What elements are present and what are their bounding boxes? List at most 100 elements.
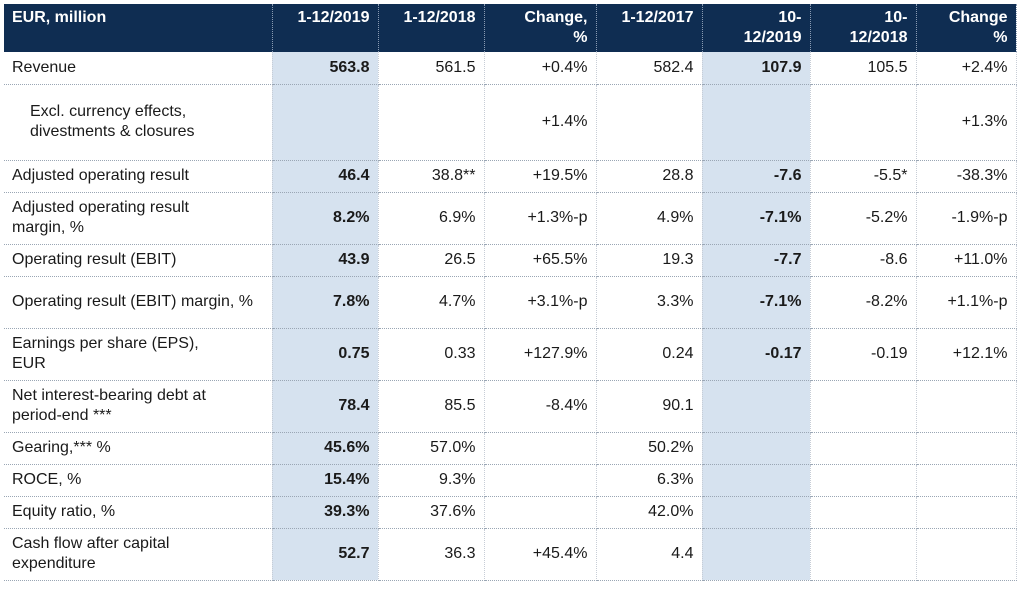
table-cell: -7.6 bbox=[702, 160, 811, 193]
table-cell bbox=[916, 380, 1017, 433]
column-header: Change% bbox=[916, 4, 1017, 52]
row-label: Earnings per share (EPS), EUR bbox=[4, 328, 273, 381]
table-cell: 28.8 bbox=[596, 160, 703, 193]
table-cell: 6.3% bbox=[596, 464, 703, 497]
table-cell: -5.5* bbox=[810, 160, 917, 193]
financial-summary-table: EUR, million 1-12/2019 1-12/2018 Change,% 1-… bbox=[4, 4, 1017, 581]
column-header-text: Change bbox=[948, 9, 1008, 26]
table-cell bbox=[702, 464, 811, 497]
table-cell: 561.5 bbox=[378, 52, 485, 85]
table-cell: 37.6% bbox=[378, 496, 485, 529]
column-header: 10- 12/2018 bbox=[810, 4, 917, 52]
table-cell: -7.7 bbox=[702, 244, 811, 277]
table-cell: -8.4% bbox=[484, 380, 597, 433]
table-cell: +3.1%-p bbox=[484, 276, 597, 329]
table-cell: 38.8** bbox=[378, 160, 485, 193]
table-cell: -0.19 bbox=[810, 328, 917, 381]
column-header-text: 1-12/2018 bbox=[403, 9, 476, 26]
row-label: Operating result (EBIT) bbox=[4, 244, 273, 277]
table-row: Adjusted operating result margin, % 8.2% 6… bbox=[4, 192, 1017, 245]
table-cell bbox=[916, 528, 1017, 581]
row-label: Gearing,*** % bbox=[4, 432, 273, 465]
table-cell: 78.4 bbox=[272, 380, 379, 433]
table-cell bbox=[810, 528, 917, 581]
table-row: ROCE, % 15.4% 9.3% 6.3% bbox=[4, 464, 1017, 497]
row-label: Excl. currency effects, divestments & cl… bbox=[4, 84, 273, 161]
table-row: Earnings per share (EPS), EUR 0.75 0.33 +12… bbox=[4, 328, 1017, 381]
column-header-text: % bbox=[993, 29, 1008, 46]
table-cell bbox=[702, 432, 811, 465]
table-cell: +1.3%-p bbox=[484, 192, 597, 245]
row-label: Equity ratio, % bbox=[4, 496, 273, 529]
column-header: 10- 12/2019 bbox=[702, 4, 811, 52]
table-row: Operating result (EBIT) margin, % 7.8% 4.7… bbox=[4, 276, 1017, 329]
table-cell: 0.75 bbox=[272, 328, 379, 381]
table-cell: 107.9 bbox=[702, 52, 811, 85]
table-cell: 0.24 bbox=[596, 328, 703, 381]
table-cell bbox=[810, 496, 917, 529]
table-body: Revenue 563.8 561.5 +0.4% 582.4 107.9 105.5 +2.… bbox=[4, 52, 1017, 581]
row-label: Revenue bbox=[4, 52, 273, 85]
table-cell bbox=[916, 464, 1017, 497]
column-header-text: % bbox=[573, 29, 588, 46]
table-cell bbox=[484, 432, 597, 465]
table-cell: -38.3% bbox=[916, 160, 1017, 193]
header-label-column: EUR, million bbox=[4, 4, 273, 52]
table-cell: 39.3% bbox=[272, 496, 379, 529]
column-header-text: 1-12/2017 bbox=[621, 9, 694, 26]
table-cell bbox=[810, 432, 917, 465]
table-cell bbox=[702, 84, 811, 161]
table-cell bbox=[378, 84, 485, 161]
table-cell bbox=[596, 84, 703, 161]
table-cell: 19.3 bbox=[596, 244, 703, 277]
table-cell bbox=[916, 496, 1017, 529]
table-cell: 57.0% bbox=[378, 432, 485, 465]
table-cell: 42.0% bbox=[596, 496, 703, 529]
table-cell: +12.1% bbox=[916, 328, 1017, 381]
table-cell: -7.1% bbox=[702, 276, 811, 329]
table-row: Excl. currency effects, divestments & cl… bbox=[4, 84, 1017, 161]
row-label: Operating result (EBIT) margin, % bbox=[4, 276, 273, 329]
column-header: 1-12/2017 bbox=[596, 4, 703, 52]
table-cell bbox=[810, 84, 917, 161]
table-cell: 4.4 bbox=[596, 528, 703, 581]
table-cell: 46.4 bbox=[272, 160, 379, 193]
table-row: Adjusted operating result 46.4 38.8** +19.5… bbox=[4, 160, 1017, 193]
row-label: ROCE, % bbox=[4, 464, 273, 497]
table-row: Revenue 563.8 561.5 +0.4% 582.4 107.9 105.5 +2.… bbox=[4, 52, 1017, 85]
table-cell: 50.2% bbox=[596, 432, 703, 465]
table-cell: 7.8% bbox=[272, 276, 379, 329]
column-header-text: 12/2019 bbox=[743, 29, 802, 46]
row-label: Net interest-bearing debt at period-end … bbox=[4, 380, 273, 433]
table-cell: -8.2% bbox=[810, 276, 917, 329]
column-header-text: 10- bbox=[884, 9, 908, 26]
table-cell: 4.9% bbox=[596, 192, 703, 245]
table-cell: 582.4 bbox=[596, 52, 703, 85]
table-cell: 3.3% bbox=[596, 276, 703, 329]
table-cell: +11.0% bbox=[916, 244, 1017, 277]
table-cell bbox=[484, 464, 597, 497]
column-header-text: Change, bbox=[524, 9, 588, 26]
table-row: Operating result (EBIT) 43.9 26.5 +65.5% 19.… bbox=[4, 244, 1017, 277]
table-cell: 52.7 bbox=[272, 528, 379, 581]
table-cell bbox=[916, 432, 1017, 465]
table-cell: 563.8 bbox=[272, 52, 379, 85]
table-cell bbox=[810, 380, 917, 433]
table-cell: +0.4% bbox=[484, 52, 597, 85]
table-cell: -5.2% bbox=[810, 192, 917, 245]
column-header: 1-12/2019 bbox=[272, 4, 379, 52]
table-cell bbox=[810, 464, 917, 497]
table-cell: +45.4% bbox=[484, 528, 597, 581]
row-label: Adjusted operating result margin, % bbox=[4, 192, 273, 245]
table-cell: 43.9 bbox=[272, 244, 379, 277]
table-cell: 8.2% bbox=[272, 192, 379, 245]
row-label: Adjusted operating result bbox=[4, 160, 273, 193]
table-cell bbox=[702, 528, 811, 581]
table-row: Equity ratio, % 39.3% 37.6% 42.0% bbox=[4, 496, 1017, 529]
column-header-text: 10- bbox=[778, 9, 802, 26]
table-cell: 85.5 bbox=[378, 380, 485, 433]
table-cell: +1.4% bbox=[484, 84, 597, 161]
table-cell: 105.5 bbox=[810, 52, 917, 85]
table-cell: -8.6 bbox=[810, 244, 917, 277]
table-cell: -1.9%-p bbox=[916, 192, 1017, 245]
